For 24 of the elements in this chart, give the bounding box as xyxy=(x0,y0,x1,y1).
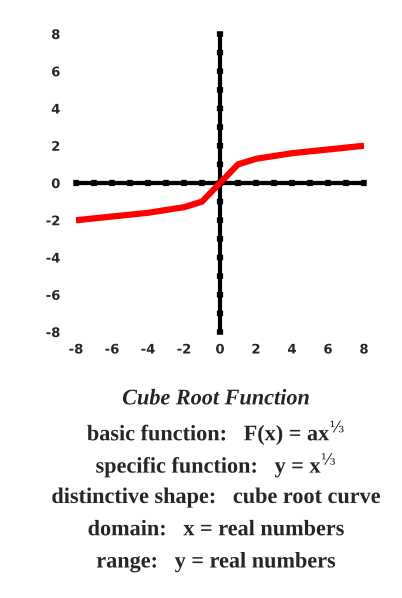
text: domain: x = real numbers xyxy=(88,520,344,536)
x-tick-label: -4 xyxy=(141,344,155,354)
x-tick-label: -2 xyxy=(177,344,190,354)
y-tick-label: -2 xyxy=(46,215,60,226)
text: basic function: F(x) = ax$^{⅓}$ xyxy=(87,420,344,446)
x-tick-label: 6 xyxy=(324,344,332,354)
y-tick-label: 8 xyxy=(52,29,60,40)
y-tick-label: 2 xyxy=(52,140,60,151)
y-tick-label: 6 xyxy=(52,66,60,76)
y-tick-label: 0 xyxy=(52,178,60,188)
text: specific function: y = x$^{⅓}$ xyxy=(96,452,336,478)
x-tick-label: -8 xyxy=(69,344,83,354)
x-tick-label: 0 xyxy=(216,344,224,354)
text: range: y = real numbers xyxy=(96,552,336,572)
y-tick-label: -4 xyxy=(46,252,60,263)
text: distinctive shape: cube root curve xyxy=(52,488,380,508)
y-tick-label: 4 xyxy=(52,104,60,114)
x-tick-label: 4 xyxy=(288,344,296,354)
y-tick-label: -8 xyxy=(46,327,60,338)
x-tick-label: 8 xyxy=(360,344,368,354)
x-tick-label: 2 xyxy=(252,344,260,354)
y-tick-label: -6 xyxy=(46,290,60,300)
text: Cube Root Function xyxy=(122,388,309,405)
x-tick-label: -6 xyxy=(105,344,119,354)
